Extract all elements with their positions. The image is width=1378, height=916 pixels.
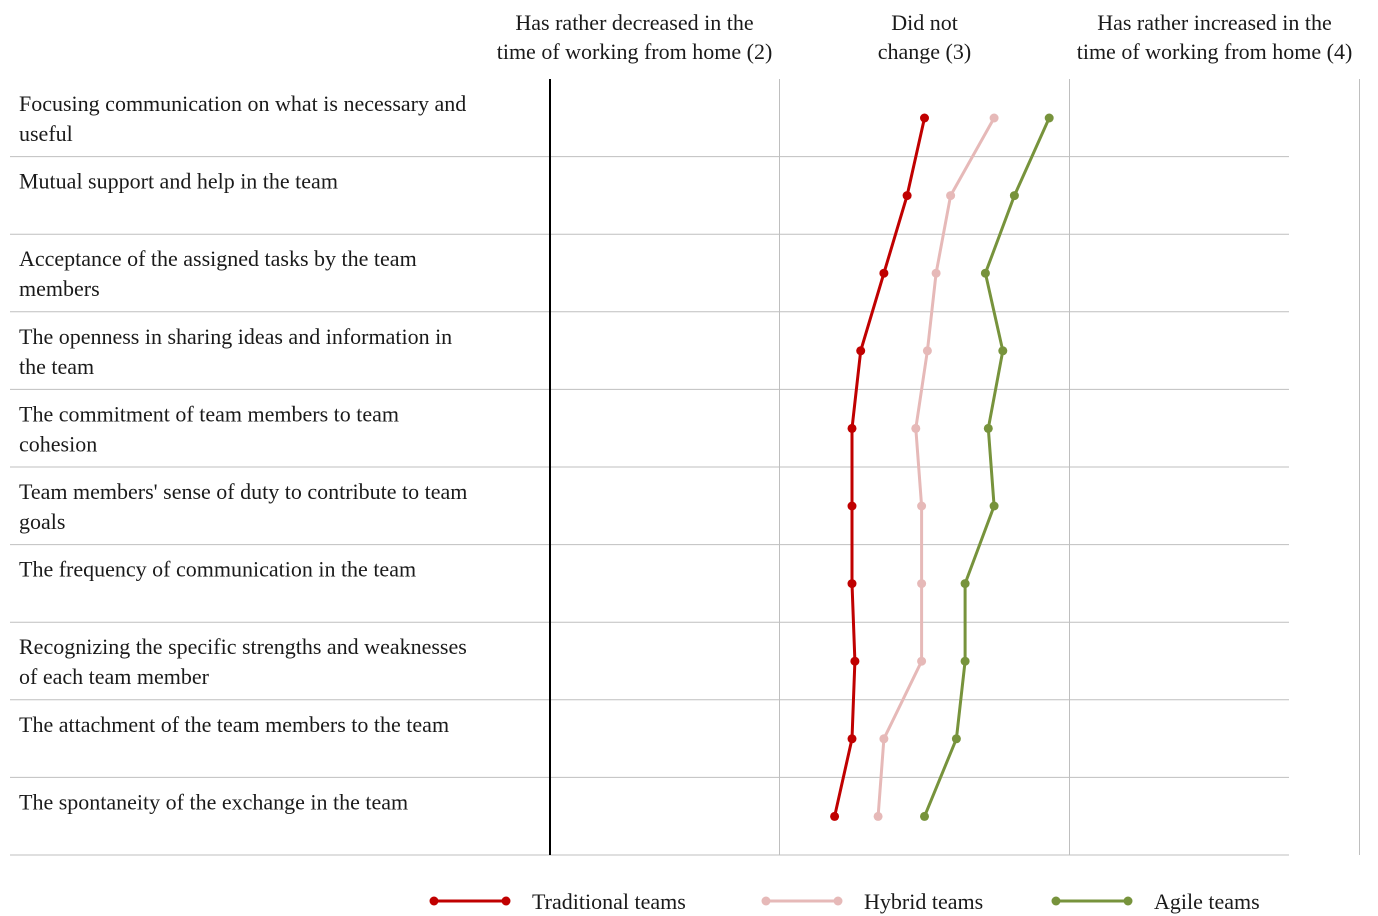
scale-label-line: time of working from home (2) <box>497 39 773 64</box>
grid <box>10 79 1360 856</box>
category-label-line: The spontaneity of the exchange in the t… <box>19 789 408 814</box>
series-agile-teams <box>920 113 1054 821</box>
data-point-hybrid-teams <box>873 811 883 821</box>
legend-label: Agile teams <box>1154 889 1260 914</box>
category-label: Mutual support and help in the team <box>19 169 338 194</box>
scale-label-line: change (3) <box>878 39 971 64</box>
category-label-line: the team <box>19 354 94 379</box>
data-point-hybrid-teams <box>879 734 889 744</box>
data-point-traditional-teams <box>879 268 889 278</box>
category-label: Team members' sense of duty to contribut… <box>19 479 467 534</box>
legend-item-agile-teams: Agile teams <box>1051 889 1260 914</box>
scale-label-3: Did not change (3) <box>878 10 971 64</box>
data-point-traditional-teams <box>847 734 857 744</box>
category-label: The attachment of the team members to th… <box>19 712 449 737</box>
data-point-traditional-teams <box>850 656 860 666</box>
category-label: The openness in sharing ideas and inform… <box>19 324 452 379</box>
category-label: Focusing communication on what is necess… <box>19 91 466 146</box>
category-label-line: of each team member <box>19 664 210 689</box>
legend-label: Traditional teams <box>532 889 686 914</box>
data-point-hybrid-teams <box>911 423 921 433</box>
legend-marker <box>833 896 843 906</box>
data-point-agile-teams <box>980 268 990 278</box>
data-point-hybrid-teams <box>931 268 941 278</box>
category-label-line: The openness in sharing ideas and inform… <box>19 324 452 349</box>
scale-label-4: Has rather increased in the time of worki… <box>1077 10 1353 64</box>
category-label-line: Recognizing the specific strengths and w… <box>19 634 467 659</box>
legend-item-traditional-teams: Traditional teams <box>429 889 686 914</box>
data-point-agile-teams <box>920 811 929 821</box>
data-point-hybrid-teams <box>917 501 927 511</box>
scale-label-line: Has rather increased in the <box>1097 10 1332 35</box>
legend-item-hybrid-teams: Hybrid teams <box>761 889 983 914</box>
data-point-traditional-teams <box>847 579 857 589</box>
category-label: The frequency of communication in the te… <box>19 557 416 582</box>
data-point-agile-teams <box>960 656 970 666</box>
data-point-agile-teams <box>998 346 1008 356</box>
data-point-hybrid-teams <box>922 346 932 356</box>
series-line-agile-teams <box>923 117 1051 817</box>
data-point-traditional-teams <box>856 346 866 356</box>
category-label-line: cohesion <box>19 431 97 456</box>
data-point-traditional-teams <box>920 113 929 123</box>
category-label-line: The commitment of team members to team <box>19 401 399 426</box>
data-point-hybrid-teams <box>946 191 956 201</box>
data-point-agile-teams <box>983 423 993 433</box>
series-line-hybrid-teams <box>876 117 996 817</box>
data-point-traditional-teams <box>847 501 857 511</box>
legend: Traditional teams Hybrid teams Agile teams <box>429 889 1260 914</box>
data-point-agile-teams <box>989 501 999 511</box>
category-label: The commitment of team members to team co… <box>19 401 399 456</box>
category-label-line: Acceptance of the assigned tasks by the … <box>19 246 417 271</box>
series-line-traditional-teams <box>833 117 926 817</box>
scale-label-line: time of working from home (4) <box>1077 39 1353 64</box>
category-label-line: Focusing communication on what is necess… <box>19 91 466 116</box>
category-label-line: members <box>19 276 100 301</box>
scale-label-2: Has rather decreased in the time of worki… <box>497 10 773 64</box>
series-hybrid-teams <box>873 113 999 821</box>
category-label: Acceptance of the assigned tasks by the … <box>19 246 417 301</box>
data-point-agile-teams <box>1009 191 1019 201</box>
series-traditional-teams <box>830 113 929 821</box>
category-label-line: Mutual support and help in the team <box>19 169 338 194</box>
category-label-line: The frequency of communication in the te… <box>19 557 416 582</box>
category-label-line: goals <box>19 509 65 534</box>
scale-label-line: Has rather decreased in the <box>515 10 753 35</box>
category-label-line: The attachment of the team members to th… <box>19 712 449 737</box>
category-label: Recognizing the specific strengths and w… <box>19 634 467 689</box>
data-point-hybrid-teams <box>917 656 927 666</box>
data-point-hybrid-teams <box>917 579 927 589</box>
data-point-agile-teams <box>960 579 970 589</box>
data-point-agile-teams <box>1044 113 1054 123</box>
legend-marker <box>761 896 771 906</box>
legend-marker <box>1123 896 1133 906</box>
data-point-hybrid-teams <box>989 113 999 123</box>
scale-label-line: Did not <box>891 10 958 35</box>
category-label-line: Team members' sense of duty to contribut… <box>19 479 467 504</box>
series-lines <box>830 113 1054 821</box>
data-point-traditional-teams <box>830 811 840 821</box>
legend-marker <box>1051 896 1061 906</box>
legend-marker <box>501 896 511 906</box>
category-label: The spontaneity of the exchange in the t… <box>19 789 408 814</box>
data-point-agile-teams <box>951 734 961 744</box>
legend-marker <box>429 896 439 906</box>
data-point-traditional-teams <box>902 191 912 201</box>
category-label-line: useful <box>19 121 73 146</box>
scale-header: Has rather decreased in the time of worki… <box>497 10 1353 64</box>
data-point-traditional-teams <box>847 423 857 433</box>
legend-label: Hybrid teams <box>864 889 983 914</box>
category-labels: Focusing communication on what is necess… <box>19 91 467 814</box>
